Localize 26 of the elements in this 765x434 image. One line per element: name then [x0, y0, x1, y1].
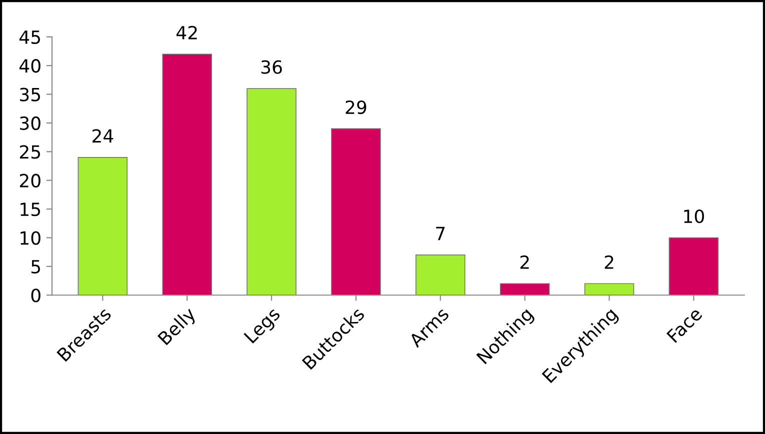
- data-label: 7: [436, 226, 445, 240]
- data-label: 29: [346, 100, 366, 114]
- data-label: 2: [520, 255, 529, 269]
- data-label: 42: [176, 26, 197, 40]
- bar: [246, 88, 296, 296]
- y-tick-label: 35: [20, 88, 40, 102]
- data-label: 10: [684, 209, 704, 224]
- data-label: 2: [604, 255, 614, 269]
- bar: [78, 156, 128, 296]
- bar: [668, 237, 719, 296]
- bar: [584, 283, 634, 296]
- data-label: 36: [261, 60, 282, 74]
- data-label: 24: [92, 129, 114, 143]
- bar: [500, 283, 550, 296]
- y-tick-label: 45: [20, 30, 40, 44]
- bar: [162, 54, 212, 296]
- bar: [331, 128, 381, 296]
- y-tick-label: 30: [20, 116, 40, 130]
- y-tick-label: 40: [20, 59, 40, 73]
- bar: [415, 254, 466, 296]
- y-tick-label: 5: [32, 260, 40, 274]
- y-tick-label: 15: [20, 202, 40, 216]
- y-tick-label: 10: [20, 231, 40, 245]
- y-tick-label: 25: [20, 145, 40, 159]
- y-tick-label: 20: [20, 174, 40, 188]
- y-tick-label: 0: [31, 288, 40, 302]
